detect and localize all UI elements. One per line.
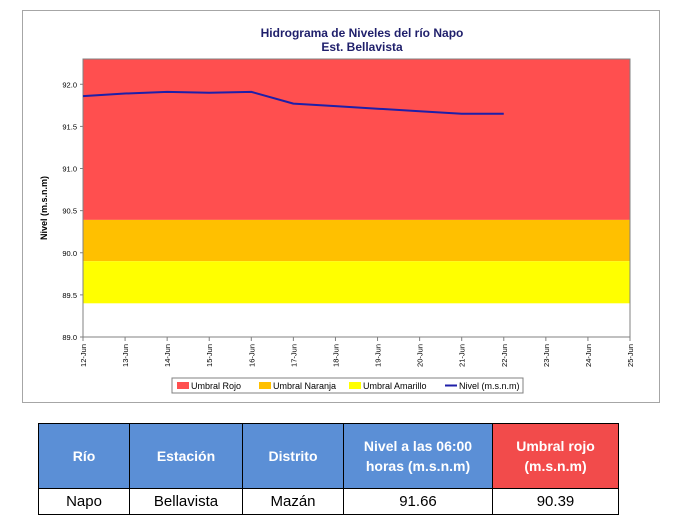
chart-frame: Hidrograma de Niveles del río Napo Est. … xyxy=(22,10,660,403)
x-tick-label: 12-Jun xyxy=(79,344,88,367)
x-tick-label: 17-Jun xyxy=(289,344,298,367)
band-umbral-rojo xyxy=(83,59,630,220)
band-umbral-naranja xyxy=(83,219,630,262)
legend-swatch-umbral-naranja xyxy=(259,382,271,389)
x-tick-label: 21-Jun xyxy=(458,344,467,367)
legend-label-umbral-rojo: Umbral Rojo xyxy=(191,381,241,391)
x-tick-label: 14-Jun xyxy=(163,344,172,367)
plot-area-border xyxy=(82,58,631,338)
x-tick-label: 25-Jun xyxy=(626,344,635,367)
x-tick-label: 24-Jun xyxy=(584,344,593,367)
chart-subtitle: Est. Bellavista xyxy=(321,40,403,54)
legend-box xyxy=(171,377,524,394)
header-estacion: Estación xyxy=(129,423,243,489)
chart-title: Hidrograma de Niveles del río Napo xyxy=(261,26,464,40)
y-tick-label: 92.0 xyxy=(62,80,77,89)
cell-umbral-rojo: 90.39 xyxy=(492,488,619,515)
legend-label-umbral-naranja: Umbral Naranja xyxy=(273,381,336,391)
header-distrito: Distrito xyxy=(242,423,344,489)
series-line-nivel xyxy=(82,90,504,115)
header-umbral-rojo: Umbral rojo (m.s.n.m) xyxy=(492,423,619,489)
y-tick-label: 90.5 xyxy=(62,207,77,216)
cell-rio: Napo xyxy=(38,488,130,515)
x-tick-label: 16-Jun xyxy=(247,344,256,367)
y-axis-label: Nivel (m.s.n.m) xyxy=(39,176,49,240)
y-tick-label: 89.0 xyxy=(62,333,77,342)
x-tick-label: 13-Jun xyxy=(121,344,130,367)
x-tick-label: 19-Jun xyxy=(374,344,383,367)
cell-estacion: Bellavista xyxy=(129,488,243,515)
cell-distrito: Mazán xyxy=(242,488,344,515)
legend-swatch-umbral-amarillo xyxy=(349,382,361,389)
legend-label-nivel-m-s-n-m: Nivel (m.s.n.m) xyxy=(459,381,520,391)
y-tick-label: 89.5 xyxy=(62,291,77,300)
legend-label-umbral-amarillo: Umbral Amarillo xyxy=(363,381,427,391)
y-tick-label: 91.5 xyxy=(62,122,77,131)
x-tick-label: 20-Jun xyxy=(416,344,425,367)
hydrograph-chart: Hidrograma de Niveles del río Napo Est. … xyxy=(39,26,635,394)
header-rio: Río xyxy=(38,423,130,489)
table-header-row: Río Estación Distrito Nivel a las 06:00 … xyxy=(38,423,619,489)
band-umbral-amarillo xyxy=(83,261,630,304)
y-tick-label: 91.0 xyxy=(62,165,77,174)
x-tick-label: 23-Jun xyxy=(542,344,551,367)
table-row: Napo Bellavista Mazán 91.66 90.39 xyxy=(38,488,619,515)
cell-nivel: 91.66 xyxy=(343,488,493,515)
y-tick-label: 90.0 xyxy=(62,249,77,258)
x-tick-label: 15-Jun xyxy=(205,344,214,367)
summary-table: Río Estación Distrito Nivel a las 06:00 … xyxy=(38,423,619,515)
x-tick-label: 18-Jun xyxy=(331,344,340,367)
x-tick-label: 22-Jun xyxy=(500,344,509,367)
header-nivel: Nivel a las 06:00 horas (m.s.n.m) xyxy=(343,423,493,489)
legend-swatch-umbral-rojo xyxy=(177,382,189,389)
